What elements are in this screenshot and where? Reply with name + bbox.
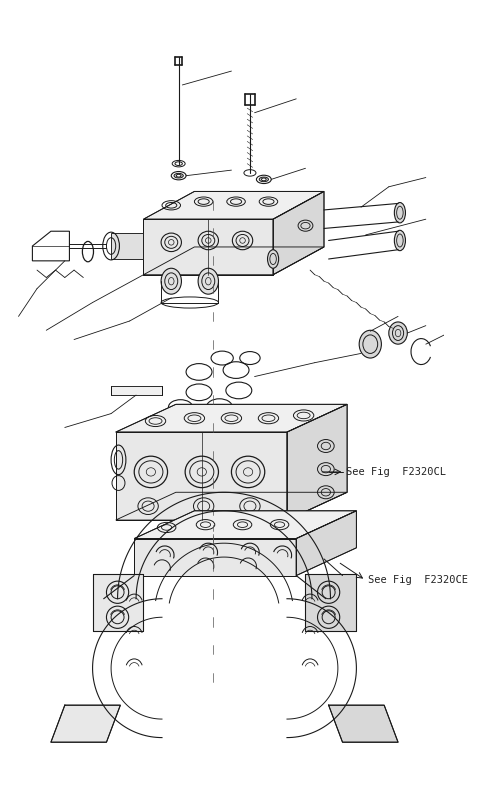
Ellipse shape [161, 268, 181, 294]
Ellipse shape [267, 249, 278, 268]
Ellipse shape [389, 322, 408, 345]
Polygon shape [305, 573, 356, 631]
Polygon shape [134, 539, 296, 576]
Polygon shape [329, 705, 398, 742]
Polygon shape [51, 705, 120, 742]
Ellipse shape [259, 177, 268, 181]
Polygon shape [296, 511, 356, 576]
Polygon shape [273, 192, 324, 275]
Ellipse shape [395, 230, 406, 250]
Ellipse shape [176, 174, 181, 177]
Ellipse shape [262, 178, 266, 181]
Polygon shape [134, 511, 356, 539]
Ellipse shape [174, 173, 183, 178]
Ellipse shape [395, 203, 406, 223]
Ellipse shape [359, 330, 382, 358]
Polygon shape [287, 405, 347, 520]
Ellipse shape [198, 268, 218, 294]
Polygon shape [93, 573, 144, 631]
Text: See Fig  F2320CE: See Fig F2320CE [369, 575, 468, 585]
Polygon shape [116, 432, 287, 520]
Polygon shape [144, 219, 273, 275]
Polygon shape [144, 192, 324, 219]
Polygon shape [111, 233, 144, 259]
Text: See Fig  F2320CL: See Fig F2320CL [346, 467, 446, 477]
Polygon shape [111, 386, 162, 395]
Polygon shape [116, 405, 347, 432]
